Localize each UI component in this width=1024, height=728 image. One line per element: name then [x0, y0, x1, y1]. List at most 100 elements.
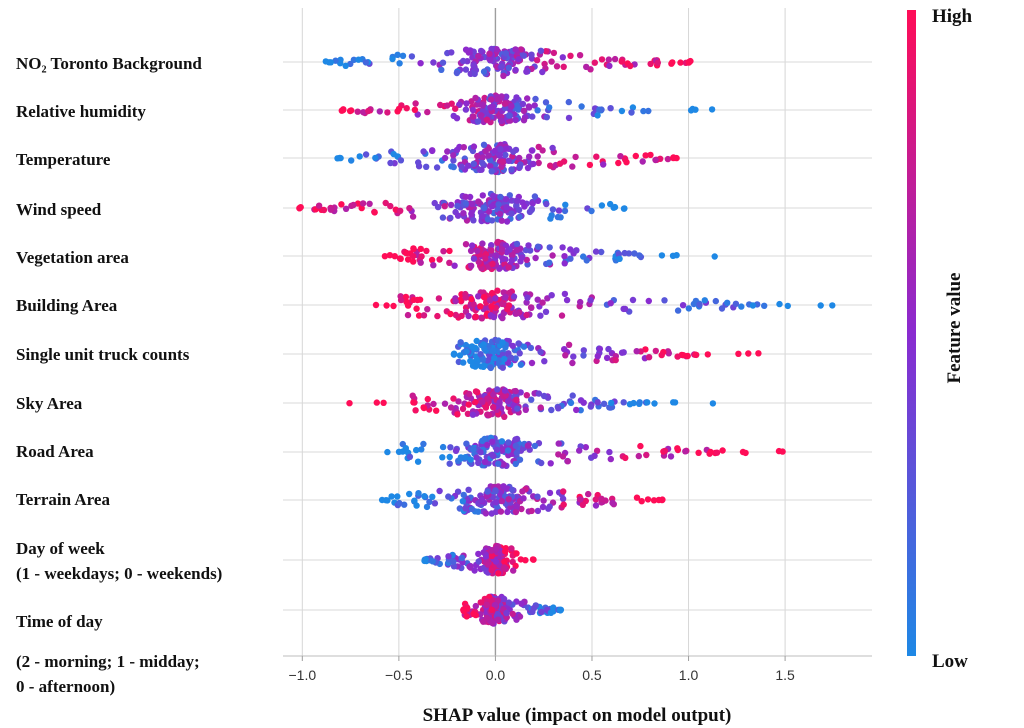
shap-point — [406, 205, 413, 212]
shap-point — [420, 148, 427, 155]
x-axis: −1.0 −0.5 0.0 0.5 1.0 1.5 — [283, 655, 872, 683]
shap-point — [475, 52, 482, 60]
shap-point — [480, 68, 488, 75]
shap-point — [378, 496, 386, 504]
shap-point — [462, 106, 470, 113]
shap-point — [509, 342, 516, 350]
colorbar-gradient — [907, 10, 916, 656]
shap-point — [473, 247, 481, 254]
shap-point — [633, 348, 640, 355]
shap-point — [513, 503, 520, 510]
shap-point — [502, 196, 510, 203]
shap-point — [524, 294, 531, 301]
shap-point — [484, 395, 491, 402]
shap-point — [475, 558, 482, 565]
shap-point — [510, 293, 518, 300]
shap-point — [431, 500, 439, 507]
shap-point — [337, 56, 344, 63]
shap-point — [679, 302, 687, 309]
shap-point — [616, 255, 623, 262]
shap-point — [411, 106, 419, 114]
shap-point — [513, 310, 520, 317]
shap-point — [520, 495, 527, 502]
shap-point — [322, 58, 329, 65]
shap-point — [494, 386, 501, 393]
shap-point — [493, 252, 500, 259]
shap-point — [640, 107, 647, 115]
shap-point — [494, 287, 501, 294]
shap-point — [498, 163, 505, 170]
shap-point — [594, 399, 601, 406]
shap-point — [647, 151, 654, 159]
shap-point — [445, 493, 452, 500]
shap-point — [550, 49, 558, 57]
shap-point — [490, 391, 497, 398]
shap-point — [545, 505, 552, 512]
feature-label: Building Area — [16, 296, 118, 315]
shap-point — [664, 348, 672, 355]
shap-point — [561, 260, 568, 267]
shap-point — [505, 64, 512, 72]
shap-point — [528, 359, 536, 367]
shap-point — [547, 609, 555, 616]
shap-point — [512, 562, 519, 570]
shap-point — [488, 303, 495, 310]
shap-point — [491, 147, 498, 155]
shap-point — [611, 55, 619, 63]
shap-point — [475, 198, 482, 205]
shap-point — [469, 411, 477, 418]
shap-point — [588, 207, 595, 215]
shap-point — [464, 410, 472, 417]
shap-point — [404, 302, 412, 309]
shap-point — [487, 364, 494, 371]
shap-point — [520, 107, 528, 115]
shap-point — [512, 460, 519, 468]
shap-point — [494, 597, 502, 604]
shap-point — [645, 354, 653, 361]
shap-point — [711, 253, 718, 260]
feature-label: Temperature — [16, 150, 111, 169]
shap-point — [712, 297, 719, 305]
shap-point — [452, 297, 459, 305]
shap-point — [515, 206, 523, 214]
shap-point — [355, 56, 362, 63]
shap-point — [517, 389, 524, 396]
shap-point — [497, 193, 504, 201]
shap-point — [447, 214, 454, 222]
shap-point — [512, 46, 519, 53]
shap-point — [560, 158, 568, 165]
shap-point — [498, 63, 506, 70]
shap-point — [635, 452, 642, 460]
shap-point — [447, 201, 455, 209]
shap-point — [424, 395, 431, 403]
shap-point — [501, 387, 509, 394]
shap-point — [579, 501, 586, 508]
shap-point — [360, 109, 367, 116]
shap-point — [591, 452, 598, 459]
shap-point — [647, 60, 654, 68]
shap-point — [534, 493, 541, 500]
shap-point — [569, 359, 576, 367]
feature-label: Day of week — [16, 539, 105, 558]
shap-point — [718, 305, 726, 312]
shap-point — [817, 302, 824, 309]
shap-point — [471, 70, 478, 78]
shap-point — [446, 259, 453, 266]
shap-point — [416, 296, 424, 303]
shap-point — [674, 307, 682, 314]
shap-point — [701, 297, 708, 304]
shap-point — [738, 303, 745, 310]
shap-point — [580, 347, 587, 354]
shap-point — [348, 157, 355, 164]
shap-point — [480, 141, 488, 148]
shap-point — [628, 109, 635, 116]
shap-point — [761, 302, 768, 309]
shap-point — [483, 601, 490, 608]
shap-point — [495, 460, 502, 467]
shap-point — [535, 143, 542, 151]
shap-point — [486, 297, 494, 304]
shap-point — [450, 395, 457, 402]
shap-point — [452, 311, 459, 319]
shap-point — [470, 301, 477, 308]
shap-point — [473, 454, 480, 461]
